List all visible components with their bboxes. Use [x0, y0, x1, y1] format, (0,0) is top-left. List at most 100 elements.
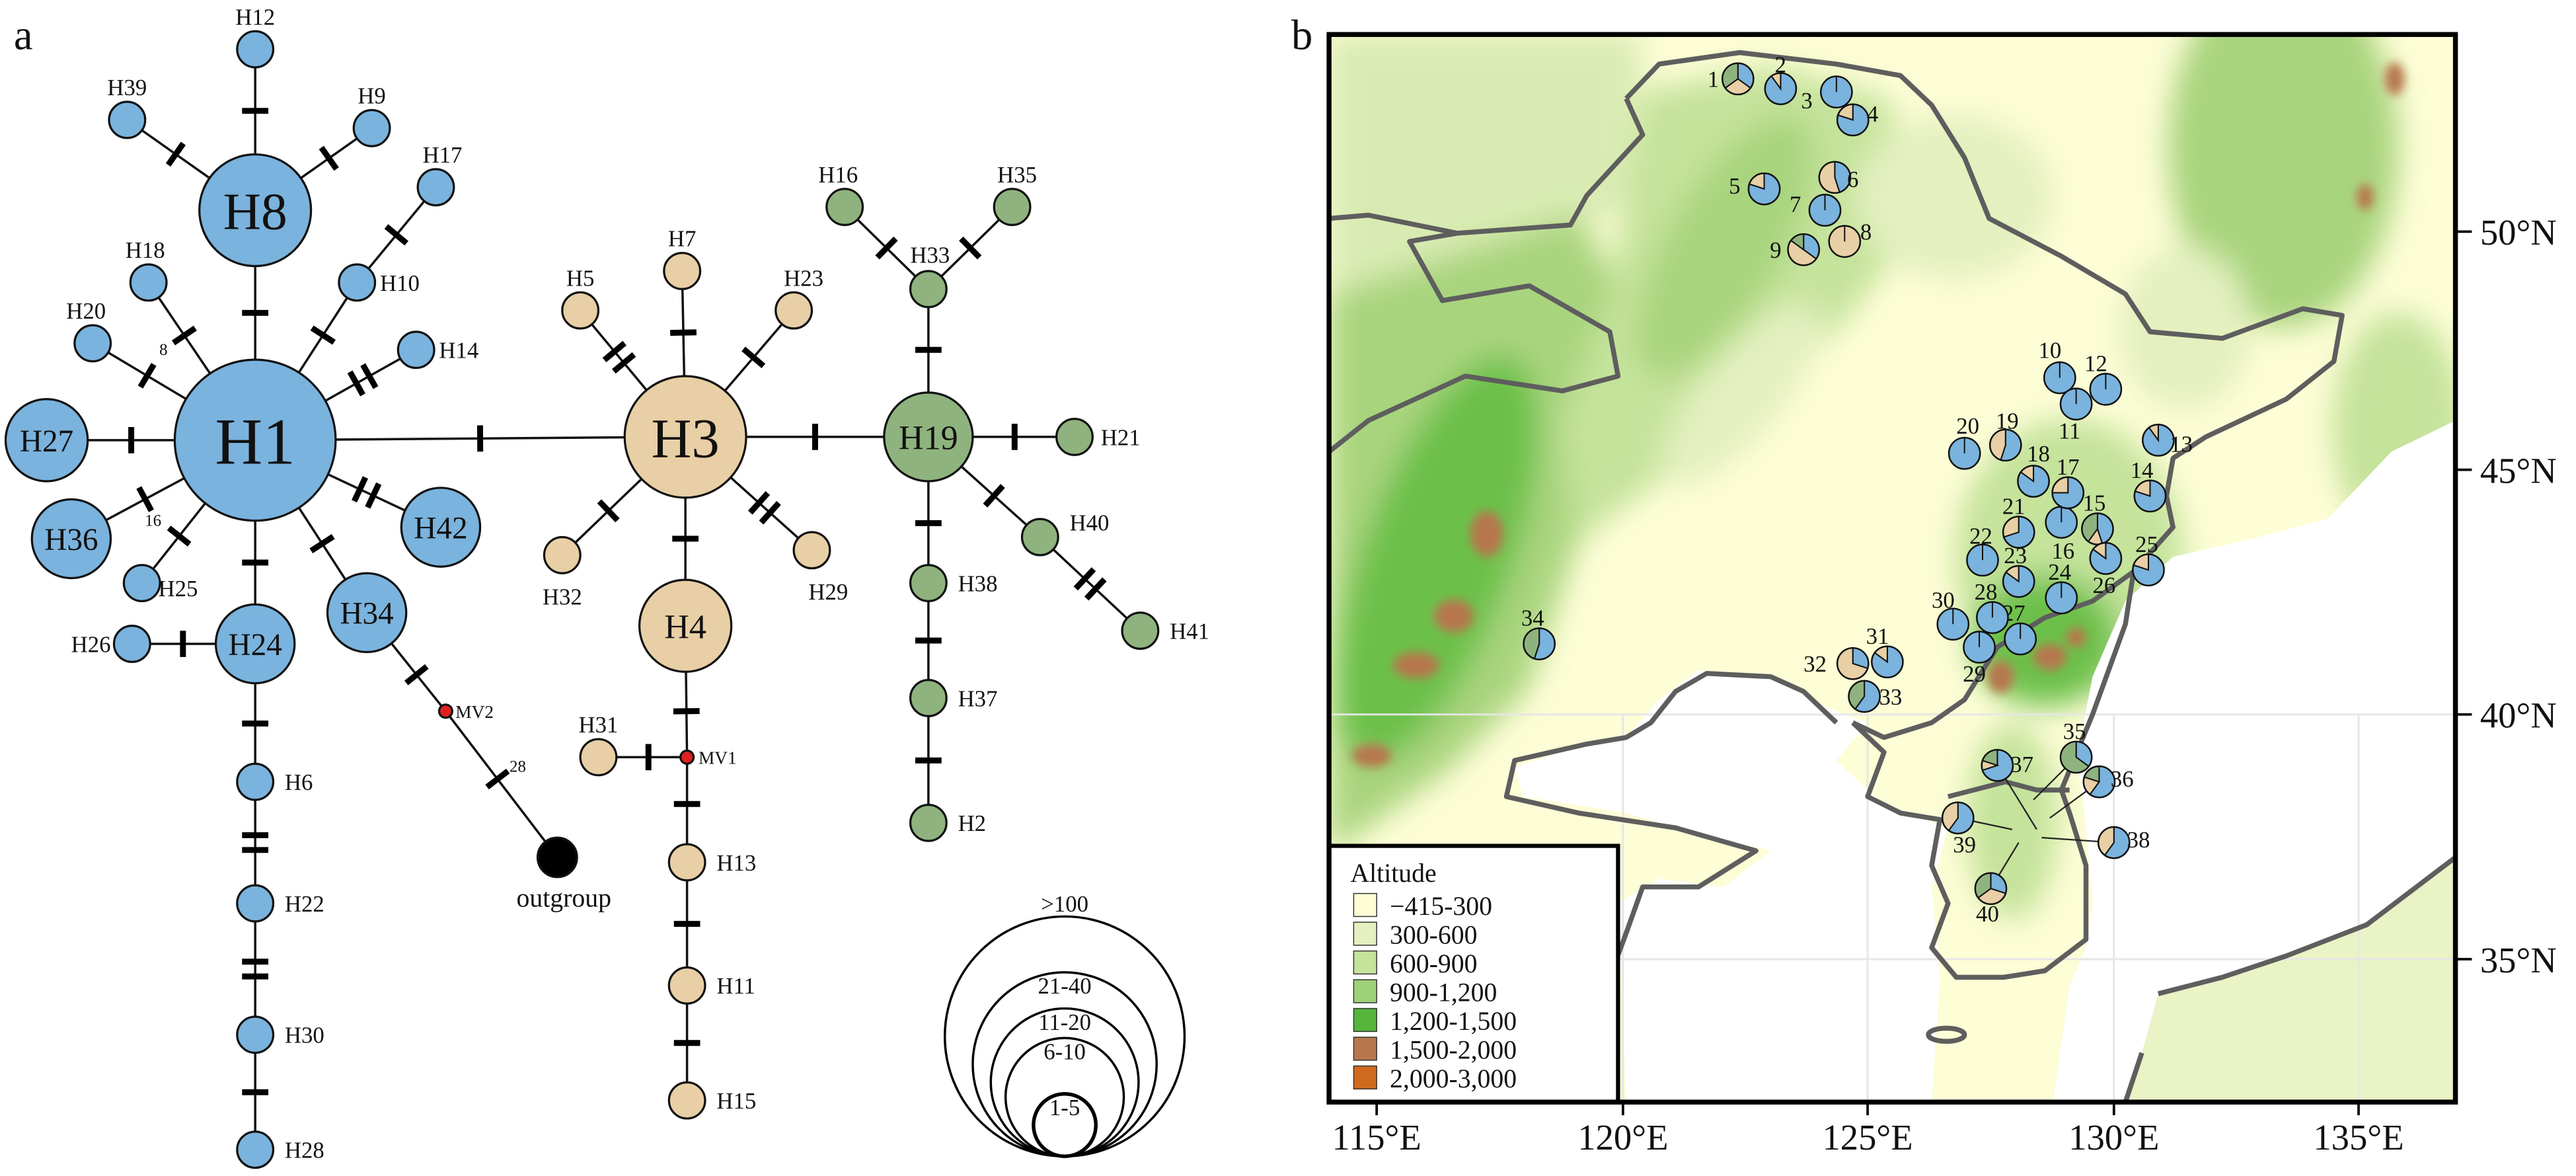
site-pie-40: 40 — [1974, 872, 2008, 927]
pie-outline — [1974, 872, 2008, 906]
legend-entry-label: 1,500-2,000 — [1390, 1035, 1517, 1064]
haplotype-label: H2 — [958, 810, 986, 836]
pie-outline — [2089, 541, 2123, 575]
haplotype-label: H35 — [997, 162, 1037, 188]
haplotype-label: H3 — [652, 408, 720, 469]
legend-swatch — [1353, 979, 1377, 1003]
site-number: 13 — [2170, 431, 2193, 457]
site-pie-26: 26 — [2089, 541, 2123, 598]
haplotype-label: H10 — [380, 270, 420, 296]
site-pie-8: 8 — [1828, 219, 1872, 258]
site-pie-20: 20 — [1948, 413, 1981, 470]
haplotype-label: H34 — [340, 597, 393, 631]
mutation-tick — [309, 533, 335, 553]
haplotype-label: H6 — [285, 769, 313, 795]
site-pie-30: 30 — [1932, 587, 1970, 641]
mutation-tick — [171, 325, 197, 346]
site-number: 16 — [2051, 538, 2074, 564]
haplotype-node-h10 — [338, 263, 377, 302]
site-number: 24 — [2048, 559, 2071, 585]
pie-outline — [2097, 826, 2131, 859]
site-number: 29 — [1963, 661, 1986, 687]
legend-entry-label: 2,000-3,000 — [1390, 1064, 1517, 1093]
site-pie-12: 12 — [2084, 351, 2123, 406]
mutation-tick — [741, 346, 766, 369]
haplotype-node-h8 — [198, 153, 313, 268]
haplotype-label: H7 — [668, 226, 697, 252]
site-number: 26 — [2092, 572, 2115, 598]
site-number: 10 — [2038, 338, 2061, 364]
haplotype-label: H18 — [126, 237, 165, 263]
site-number: 28 — [1975, 579, 1998, 605]
site-number: 30 — [1932, 587, 1955, 613]
haplotype-label: H5 — [566, 265, 594, 291]
legend-swatch — [1353, 1037, 1377, 1061]
site-number: 33 — [1879, 684, 1902, 710]
site-number: 11 — [2059, 418, 2080, 444]
haplotype-node-outgroup — [536, 836, 578, 879]
mutation-tick — [602, 340, 626, 362]
haplotype-label: H32 — [543, 584, 582, 609]
high-altitude-patches — [1351, 62, 2405, 767]
site-pie-14: 14 — [2131, 457, 2167, 513]
pie-outline — [1981, 748, 2014, 782]
site-pie-38: 38 — [2097, 826, 2150, 859]
haplotype-node-h27 — [4, 398, 89, 483]
haplotype-node-h28 — [236, 1130, 275, 1169]
haplotype-node-h9 — [352, 108, 391, 147]
haplotype-node-h29 — [792, 531, 831, 570]
mutation-tick — [347, 370, 365, 397]
site-number: 39 — [1953, 832, 1976, 858]
haplotype-node-h12 — [236, 30, 275, 69]
haplotype-label: H29 — [808, 579, 848, 605]
haplotype-node-h21 — [1055, 417, 1094, 456]
mutation-tick — [759, 500, 781, 525]
haplotype-label: H4 — [664, 608, 706, 646]
mutation-tick — [352, 476, 369, 503]
haplotype-label: H28 — [285, 1138, 324, 1163]
haplotype-node-h26 — [112, 625, 151, 663]
haplotype-node-h25 — [122, 564, 161, 602]
mutation-tick — [165, 141, 186, 167]
haplotype-label: H16 — [818, 162, 858, 188]
site-number: 7 — [1790, 192, 1801, 217]
panel-label-b: b — [1291, 11, 1312, 59]
haplotype-label: H33 — [910, 243, 950, 268]
network-edge — [1039, 536, 1141, 632]
mutation-tick — [959, 236, 982, 260]
site-pie-10: 10 — [2038, 338, 2076, 395]
haplotype-label: H19 — [899, 420, 958, 457]
pie-outline — [2142, 424, 2175, 457]
site-number: 40 — [1976, 901, 1999, 927]
site-number: 14 — [2131, 457, 2154, 483]
pie-outline — [1848, 680, 1881, 713]
site-pie-17: 17 — [2051, 454, 2085, 510]
haplotype-label: H22 — [285, 891, 324, 917]
map-panel: b — [1291, 11, 2557, 1158]
mutation-tick — [360, 363, 379, 389]
haplotype-label: MV1 — [699, 748, 737, 767]
site-number: 19 — [1996, 408, 2019, 434]
haplotype-label: H17 — [422, 142, 462, 168]
haplotype-node-h32 — [543, 535, 582, 574]
legend-entry-label: 600-900 — [1390, 949, 1478, 978]
mutation-count-label: 8 — [159, 341, 167, 359]
legend-entry-label: 1,200-1,500 — [1390, 1007, 1517, 1036]
pie-outline — [2133, 479, 2167, 513]
haplotype-label: H36 — [44, 523, 98, 557]
site-pie-3: 3 — [1801, 75, 1853, 114]
size-legend-label: 21-40 — [1038, 973, 1092, 999]
haplotype-node-h37 — [909, 679, 948, 717]
mutation-tick — [983, 484, 1005, 508]
haplotype-label: H39 — [107, 75, 147, 100]
site-number: 36 — [2111, 766, 2134, 792]
site-number: 22 — [1969, 523, 1992, 549]
site-number: 5 — [1729, 173, 1740, 199]
size-legend-label: 1-5 — [1049, 1095, 1080, 1120]
site-pie-11: 11 — [2059, 387, 2093, 444]
legend-swatch — [1353, 950, 1377, 975]
haplotype-node-h3 — [623, 375, 747, 499]
site-number: 3 — [1801, 88, 1812, 114]
site-number: 25 — [2135, 531, 2158, 557]
